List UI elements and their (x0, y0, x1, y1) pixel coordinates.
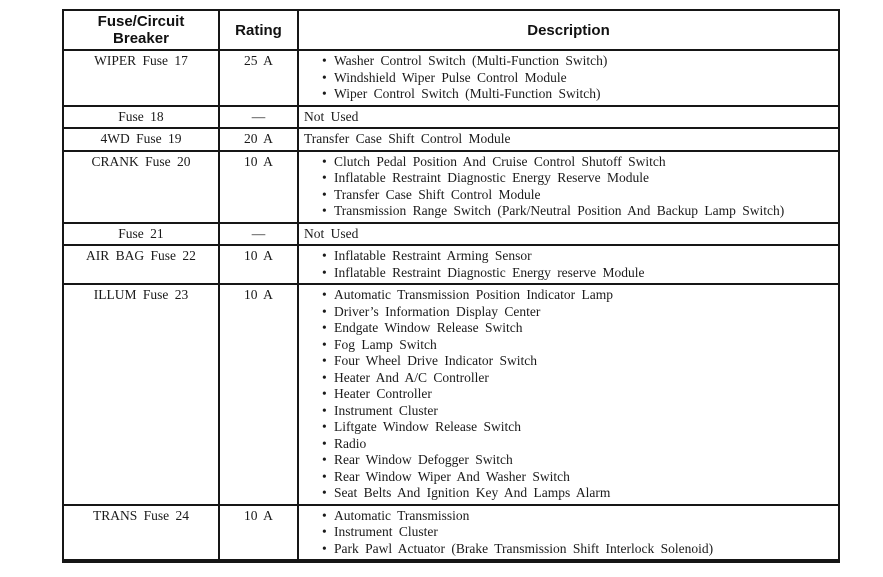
description-item: Heater Controller (304, 386, 834, 403)
description-item: Four Wheel Drive Indicator Switch (304, 353, 834, 370)
fuse-description: Clutch Pedal Position And Cruise Control… (297, 149, 840, 224)
description-text: Not Used (304, 108, 359, 124)
fuse-rating: 10 A (218, 244, 299, 285)
description-item: Fog Lamp Switch (304, 337, 834, 354)
fuse-name: AIR BAG Fuse 22 (62, 244, 220, 285)
description-text: Transfer Case Shift Control Module (304, 131, 511, 146)
description-item: Transfer Case Shift Control Module (304, 187, 834, 204)
fuse-description: Not Used (297, 104, 840, 129)
description-item: Wiper Control Switch (Multi-Function Swi… (304, 86, 834, 103)
fuse-description: Automatic TransmissionInstrument Cluster… (297, 503, 840, 562)
fuse-name: Fuse 21 (62, 221, 220, 246)
fuse-rating: 20 A (218, 127, 299, 152)
fuse-rating: 10 A (218, 283, 299, 506)
fuse-rating: — (218, 221, 299, 246)
col-header-fuse-circuit-breaker: Fuse/Circuit Breaker (62, 9, 220, 51)
description-item: Inflatable Restraint Diagnostic Energy R… (304, 170, 834, 187)
fuse-description: Washer Control Switch (Multi-Function Sw… (297, 49, 840, 107)
fuse-description: Transfer Case Shift Control Module (297, 127, 840, 152)
fuse-rating: 10 A (218, 503, 299, 562)
fuse-description: Not Used (297, 221, 840, 246)
description-text: Not Used (304, 225, 359, 241)
description-item: Seat Belts And Ignition Key And Lamps Al… (304, 485, 834, 502)
description-item: Park Pawl Actuator (Brake Transmission S… (304, 541, 834, 558)
description-item: Rear Window Wiper And Washer Switch (304, 469, 834, 486)
fuse-rating: 25 A (218, 49, 299, 107)
fuse-description: Automatic Transmission Position Indicato… (297, 283, 840, 506)
description-item: Washer Control Switch (Multi-Function Sw… (304, 53, 834, 70)
table-row: Fuse 18— Not Used (62, 104, 840, 129)
description-item: Endgate Window Release Switch (304, 320, 834, 337)
table-row: Fuse 21— Not Used (62, 221, 840, 246)
fuse-description: Inflatable Restraint Arming SensorInflat… (297, 244, 840, 285)
description-item: Windshield Wiper Pulse Control Module (304, 70, 834, 87)
description-item: Instrument Cluster (304, 524, 834, 541)
fuse-name: 4WD Fuse 19 (62, 127, 220, 152)
description-item: Driver’s Information Display Center (304, 304, 834, 321)
fuse-name: CRANK Fuse 20 (62, 149, 220, 224)
fuse-name: WIPER Fuse 17 (62, 49, 220, 107)
fuse-rating: 10 A (218, 149, 299, 224)
description-item: Inflatable Restraint Arming Sensor (304, 248, 834, 265)
description-item: Automatic Transmission Position Indicato… (304, 287, 834, 304)
description-item: Liftgate Window Release Switch (304, 419, 834, 436)
col-header-rating: Rating (218, 9, 299, 51)
col-header-description: Description (297, 9, 840, 51)
fuse-name: ILLUM Fuse 23 (62, 283, 220, 506)
description-item: Heater And A/C Controller (304, 370, 834, 387)
description-item: Transmission Range Switch (Park/Neutral … (304, 203, 834, 220)
description-item: Clutch Pedal Position And Cruise Control… (304, 154, 834, 171)
description-item: Rear Window Defogger Switch (304, 452, 834, 469)
table-row: 4WD Fuse 19 20 A Transfer Case Shift Contr… (62, 127, 840, 152)
description-item: Instrument Cluster (304, 403, 834, 420)
fuse-rating: — (218, 104, 299, 129)
fuse-name: Fuse 18 (62, 104, 220, 129)
description-item: Automatic Transmission (304, 508, 834, 525)
description-item: Inflatable Restraint Diagnostic Energy r… (304, 265, 834, 282)
description-item: Radio (304, 436, 834, 453)
fuse-table: Fuse/Circuit Breaker Rating Description … (62, 9, 840, 563)
header-row: Fuse/Circuit Breaker Rating Description (62, 9, 840, 51)
fuse-name: TRANS Fuse 24 (62, 503, 220, 562)
